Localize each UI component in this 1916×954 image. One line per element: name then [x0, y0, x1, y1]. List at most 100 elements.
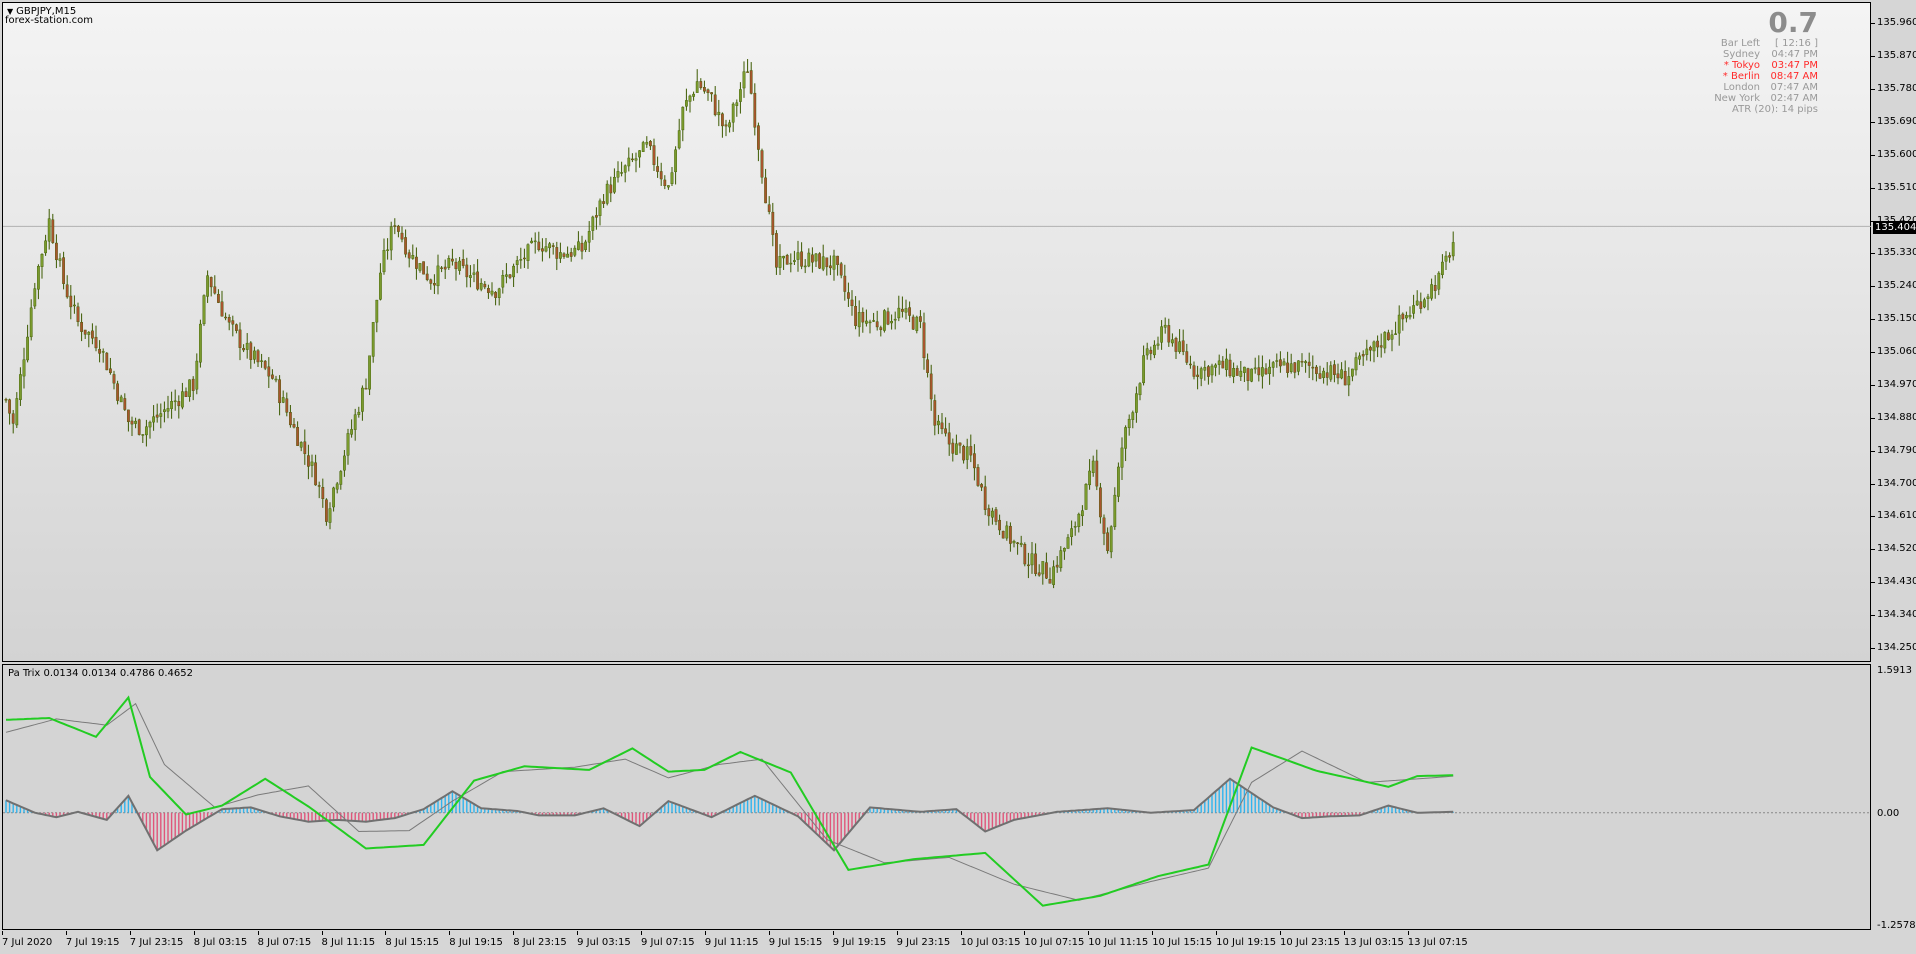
- bear-candle: [238, 329, 242, 348]
- bear-candle: [656, 166, 660, 172]
- price-chart-pane[interactable]: ▼ GBPJPY,M15 forex-station.com 0.7 Bar Le…: [2, 2, 1871, 662]
- bear-candle: [663, 179, 667, 187]
- time-axis-label: 10 Jul 03:15: [960, 937, 1021, 948]
- price-axis-tick: [1871, 187, 1875, 189]
- bull-candle: [1070, 528, 1074, 537]
- bull-candle: [1210, 365, 1214, 376]
- time-axis-tick: [1024, 931, 1026, 935]
- bear-candle: [321, 487, 325, 500]
- bull-candle: [1005, 525, 1009, 539]
- bear-candle: [508, 274, 512, 278]
- bear-candle: [983, 486, 987, 510]
- bull-candle: [533, 240, 537, 243]
- bear-candle: [962, 446, 966, 461]
- spread-value: 0.7: [1768, 6, 1818, 39]
- bear-candle: [443, 266, 447, 270]
- time-axis-tick: [1216, 931, 1218, 935]
- bear-candle: [1386, 332, 1390, 341]
- bull-candle: [1451, 242, 1455, 257]
- chevron-down-icon[interactable]: ▼: [7, 7, 14, 16]
- indicator-pane[interactable]: Pa Trix 0.0134 0.0134 0.4786 0.4652: [2, 664, 1871, 930]
- bull-candle: [566, 253, 570, 258]
- bull-candle: [1124, 427, 1128, 449]
- bull-candle: [782, 255, 786, 259]
- price-axis-tick: [1871, 253, 1875, 255]
- bear-candle: [551, 245, 555, 247]
- time-axis-label: 10 Jul 23:15: [1280, 937, 1340, 948]
- bull-candle: [1091, 460, 1095, 474]
- bull-candle: [857, 312, 861, 328]
- bear-candle: [767, 204, 771, 212]
- bull-candle: [1239, 370, 1243, 377]
- bear-candle: [116, 383, 120, 401]
- bear-candle: [130, 420, 134, 425]
- bear-candle: [854, 306, 858, 326]
- bull-candle: [1170, 339, 1174, 344]
- bear-candle: [1433, 285, 1437, 291]
- bull-candle: [350, 429, 353, 435]
- bear-candle: [706, 89, 710, 94]
- session-row: Bar Left [ 12:16 ]: [1690, 38, 1818, 49]
- bear-candle: [580, 242, 584, 252]
- bear-candle: [839, 263, 843, 276]
- bull-candle: [458, 260, 461, 271]
- symbol-label[interactable]: ▼ GBPJPY,M15: [7, 6, 76, 17]
- bear-candle: [234, 324, 238, 331]
- bear-candle: [987, 508, 991, 517]
- bull-candle: [22, 359, 26, 377]
- indicator-axis-bottom: -1.2578: [1877, 920, 1916, 931]
- bear-candle: [325, 499, 328, 522]
- bull-candle: [1304, 361, 1308, 364]
- bear-candle: [951, 442, 955, 454]
- bull-candle: [641, 142, 645, 152]
- price-axis-tick: [1871, 319, 1875, 321]
- time-axis-label: 8 Jul 15:15: [385, 937, 439, 948]
- bull-candle: [497, 288, 501, 298]
- bear-candle: [1278, 359, 1282, 367]
- bear-candle: [1016, 542, 1020, 544]
- trix-main-line: [5, 695, 1454, 907]
- bear-candle: [1361, 354, 1365, 357]
- bear-candle: [108, 368, 112, 374]
- bear-candle: [256, 350, 260, 363]
- bear-candle: [703, 87, 706, 92]
- bull-candle: [530, 240, 534, 244]
- bull-candle: [1426, 296, 1430, 299]
- time-axis-label: 10 Jul 11:15: [1088, 937, 1149, 948]
- price-axis-label: 135.420: [1877, 215, 1916, 226]
- bull-candle: [1408, 315, 1412, 318]
- session-name: New York: [1714, 93, 1760, 104]
- bull-candle: [1080, 510, 1084, 517]
- bear-candle: [76, 306, 80, 323]
- bull-candle: [252, 350, 256, 360]
- bull-candle: [526, 244, 530, 261]
- bull-candle: [47, 218, 51, 242]
- bull-candle: [299, 442, 303, 448]
- time-axis-tick: [2, 931, 3, 935]
- bear-candle: [1026, 564, 1030, 567]
- time-axis-tick: [1407, 931, 1409, 935]
- bull-candle: [965, 446, 969, 460]
- bull-candle: [688, 95, 692, 102]
- bull-candle: [731, 103, 735, 123]
- bear-candle: [267, 366, 271, 377]
- time-axis-label: 9 Jul 11:15: [704, 937, 759, 948]
- bull-candle: [1066, 537, 1070, 549]
- bull-candle: [1109, 526, 1113, 553]
- price-axis-label: 134.430: [1877, 576, 1916, 588]
- price-axis-tick: [1871, 352, 1875, 354]
- bear-candle: [1343, 371, 1347, 386]
- bull-candle: [170, 401, 173, 409]
- bear-candle: [393, 225, 397, 227]
- bear-candle: [216, 293, 220, 303]
- bull-candle: [1012, 541, 1016, 544]
- bull-candle: [198, 323, 202, 363]
- time-axis-tick: [641, 931, 642, 935]
- price-axis-tick: [1871, 647, 1875, 649]
- bear-candle: [771, 211, 775, 235]
- bear-candle: [1264, 368, 1268, 375]
- bull-candle: [1084, 484, 1088, 510]
- bear-candle: [278, 379, 281, 404]
- bear-candle: [1102, 517, 1106, 534]
